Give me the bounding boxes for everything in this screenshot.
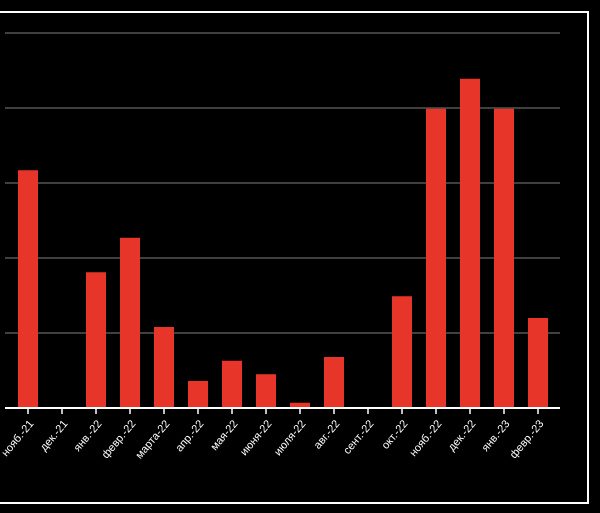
bar xyxy=(494,108,514,408)
bar xyxy=(188,381,208,408)
bar xyxy=(392,296,412,408)
bar xyxy=(426,108,446,408)
bar xyxy=(86,272,106,408)
bar xyxy=(290,402,310,408)
bar xyxy=(324,357,344,408)
frame xyxy=(0,11,589,504)
bar xyxy=(222,360,242,408)
bar xyxy=(18,170,38,408)
bar xyxy=(460,78,480,408)
bar xyxy=(120,237,140,408)
bar xyxy=(154,327,174,408)
bar xyxy=(528,318,548,408)
bar xyxy=(256,374,276,408)
